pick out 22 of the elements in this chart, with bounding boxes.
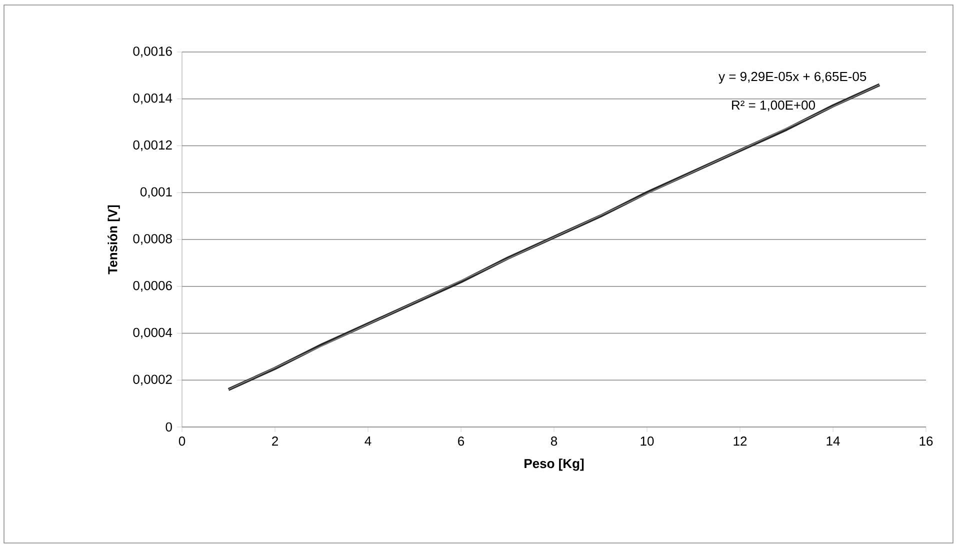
x-tick-label: 16 [920, 436, 933, 446]
y-tick-label: 0,0004 [133, 328, 172, 339]
y-tick-label: 0,0008 [133, 234, 172, 245]
x-tick-label: 0 [178, 436, 186, 446]
x-tick-label: 6 [458, 436, 464, 446]
x-tick-label: 12 [734, 436, 747, 446]
y-tick-label: 0,0012 [133, 140, 172, 152]
annotation: y = 9,29E-05x + 6,65E-05 [718, 72, 866, 84]
y-tick-label: 0,0002 [133, 374, 172, 386]
x-tick-label: 2 [272, 436, 278, 446]
y-tick-label: 0,0014 [133, 93, 172, 104]
annotation: R² = 1,00E+00 [732, 100, 816, 112]
x-tick-label: 4 [364, 436, 372, 446]
y-tick-label: 0,001 [140, 187, 172, 198]
y-tick-label: 0,0016 [133, 46, 172, 58]
y-tick-label: 0,0006 [133, 280, 172, 292]
x-tick-label: 10 [640, 436, 654, 446]
x-tick-label: 8 [550, 436, 558, 446]
y-tick-label: 0 [166, 422, 172, 432]
x-tick-label: 14 [826, 436, 840, 446]
x-axis-title: Peso [Kg] [524, 458, 584, 471]
y-axis-title: Tensión [V] [108, 205, 120, 274]
